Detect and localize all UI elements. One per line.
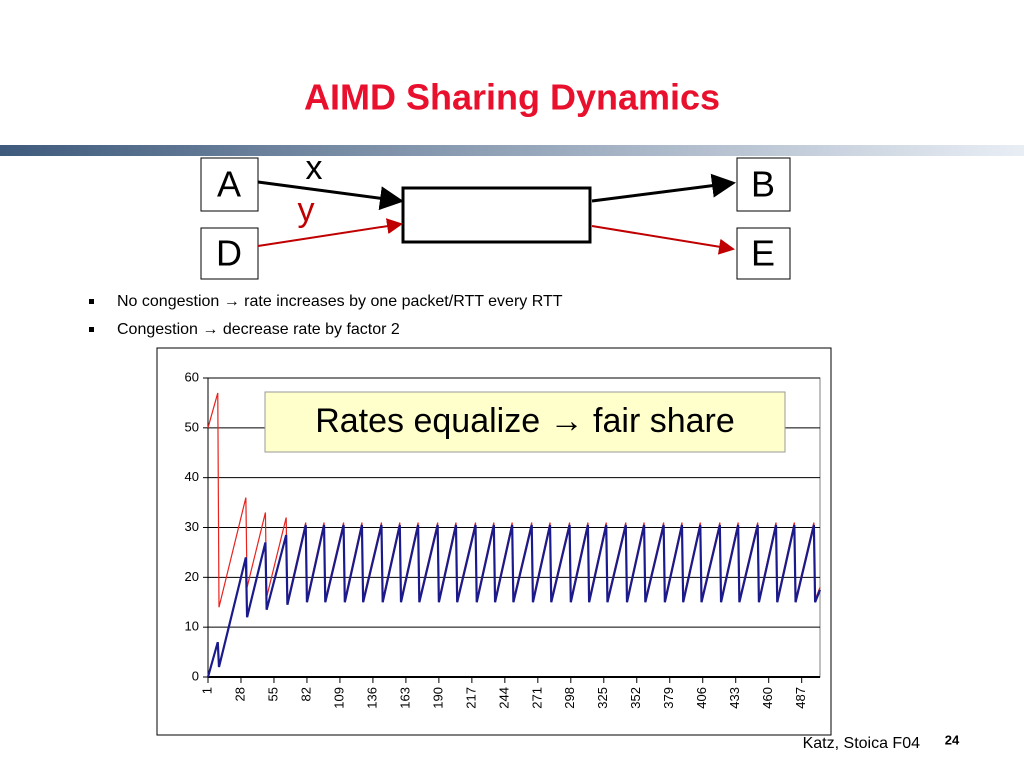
page-number: 24 [945, 732, 960, 747]
x-tick-label: 298 [562, 687, 577, 709]
footer: Katz, Stoica F04 [803, 735, 920, 752]
node-label: E [751, 233, 775, 274]
x-tick-label: 136 [364, 687, 379, 709]
node-box [736, 157, 791, 212]
y-tick-label: 20 [185, 569, 199, 584]
diagram: A B D E x y [200, 149, 791, 280]
x-tick-label: 55 [265, 687, 280, 701]
slide-title: AIMD Sharing Dynamics [304, 77, 720, 118]
node-label: B [751, 164, 775, 205]
x-tick-label: 217 [463, 687, 478, 709]
x-tick-label: 28 [232, 687, 247, 701]
bullet-text: Congestion → decrease rate by factor 2 [117, 321, 400, 338]
x-tick-label: 325 [595, 687, 610, 709]
arrow [591, 173, 736, 203]
series-line [206, 524, 822, 678]
x-tick-label: 487 [793, 687, 808, 709]
x-tick-label: 271 [529, 687, 544, 709]
x-tick-label: 460 [760, 687, 775, 709]
flow-label: x [306, 149, 323, 187]
x-tick-label: 406 [694, 687, 709, 709]
x-tick-label: 163 [397, 687, 412, 709]
y-tick-label: 50 [185, 419, 199, 434]
bullet [89, 327, 94, 332]
x-tick-label: 82 [298, 687, 313, 701]
bullet-text: No congestion → rate increases by one pa… [117, 293, 563, 310]
x-tick-label: 109 [331, 687, 346, 709]
y-tick-label: 40 [185, 469, 199, 484]
y-tick-label: 30 [185, 519, 199, 534]
x-tick-label: 190 [430, 687, 445, 709]
y-tick-label: 0 [192, 668, 199, 683]
x-tick-label: 352 [628, 687, 643, 709]
title-bar [0, 145, 1024, 156]
y-tick-label: 60 [185, 369, 199, 384]
chart: 0 10 20 30 40 50 60 1 28 55 82 109 136 163 190 217 244 27… [185, 369, 822, 709]
node-box [200, 157, 259, 212]
annotation-box [264, 391, 786, 453]
node-box [736, 227, 791, 280]
x-tick-label: 244 [496, 687, 511, 709]
x-tick-label: 1 [199, 687, 214, 694]
annotation: Rates equalize → fair share [315, 402, 735, 440]
x-tick-label: 433 [727, 687, 742, 709]
arrow [591, 225, 735, 255]
x-tick-label: 379 [661, 687, 676, 709]
node-label: D [216, 233, 242, 274]
node-label: A [217, 164, 241, 205]
router-box [401, 186, 592, 244]
bullet [89, 299, 94, 304]
flow-label: y [298, 191, 315, 229]
node-box [200, 227, 259, 280]
y-tick-label: 10 [185, 619, 199, 634]
arrow [257, 218, 403, 247]
arrow [257, 180, 404, 211]
